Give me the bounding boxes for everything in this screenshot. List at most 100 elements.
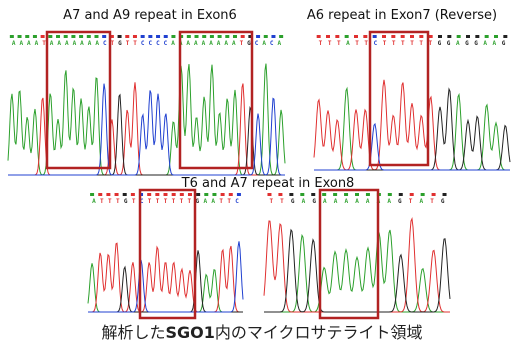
base-calls: AAAATAAAAAAACTGTTCCCCAAAAAAAAATGCACA: [12, 40, 282, 47]
quality-marker: [212, 193, 216, 196]
quality-marker: [187, 35, 191, 38]
quality-marker: [195, 35, 199, 38]
quality-marker: [210, 35, 214, 38]
quality-marker: [237, 193, 241, 196]
quality-marker: [180, 193, 184, 196]
trace-a: [314, 89, 510, 171]
quality-marker: [141, 35, 145, 38]
quality-marker: [196, 193, 200, 196]
quality-marker: [225, 35, 229, 38]
quality-marker: [399, 193, 403, 196]
quality-marker: [10, 35, 14, 38]
quality-marker: [147, 193, 151, 196]
quality-marker: [317, 35, 321, 38]
quality-marker: [344, 193, 348, 196]
quality-marker: [18, 35, 22, 38]
quality-marker: [87, 35, 91, 38]
quality-marker: [204, 193, 208, 196]
quality-marker: [366, 193, 370, 196]
quality-marker: [494, 35, 498, 38]
highlight-box: [140, 190, 195, 318]
quality-marker: [102, 35, 106, 38]
quality-marker: [79, 35, 83, 38]
quality-marker: [373, 35, 377, 38]
quality-marker: [56, 35, 60, 38]
quality-marker: [345, 35, 349, 38]
quality-marker: [382, 35, 386, 38]
trace-t: [314, 80, 510, 170]
quality-marker: [125, 35, 129, 38]
quality-marker: [64, 35, 68, 38]
quality-marker: [410, 193, 414, 196]
quality-marker: [233, 35, 237, 38]
quality-marker: [503, 35, 507, 38]
quality-marker: [335, 35, 339, 38]
quality-marker: [98, 193, 102, 196]
quality-marker: [388, 193, 392, 196]
quality-marker: [432, 193, 436, 196]
quality-marker: [438, 35, 442, 38]
quality-marker: [419, 35, 423, 38]
quality-marker: [148, 35, 152, 38]
quality-marker: [267, 193, 271, 196]
quality-marker: [164, 193, 168, 196]
quality-marker: [171, 35, 175, 38]
quality-marker: [271, 35, 275, 38]
quality-marker: [155, 193, 159, 196]
quality-marker: [106, 193, 110, 196]
quality-marker: [71, 35, 75, 38]
quality-marker: [131, 193, 135, 196]
quality-marker: [188, 193, 192, 196]
quality-marker: [322, 193, 326, 196]
quality-marker: [466, 35, 470, 38]
caption: 解析したSGO1内のマイクロサテライト領域: [101, 323, 422, 342]
quality-marker: [391, 35, 395, 38]
quality-marker: [300, 193, 304, 196]
quality-marker: [289, 193, 293, 196]
quality-marker: [363, 35, 367, 38]
quality-marker: [118, 35, 122, 38]
trace-a: [264, 230, 450, 312]
quality-marker: [241, 35, 245, 38]
quality-marker: [279, 35, 283, 38]
panel-title: A6 repeat in Exon7 (Reverse): [307, 8, 497, 23]
quality-marker: [202, 35, 206, 38]
quality-marker: [311, 193, 315, 196]
quality-marker: [229, 193, 233, 196]
quality-marker: [48, 35, 52, 38]
trace-a: [8, 64, 285, 175]
quality-marker: [457, 35, 461, 38]
quality-marker: [475, 35, 479, 38]
quality-marker: [355, 193, 359, 196]
quality-marker: [278, 193, 282, 196]
quality-marker: [164, 35, 168, 38]
quality-marker: [115, 193, 119, 196]
highlight-box: [370, 32, 428, 165]
figure: A7 and A9 repeat in Exon6 A6 repeat in E…: [0, 0, 517, 348]
caption-text: 解析した: [101, 323, 165, 342]
panel-title: A7 and A9 repeat in Exon6: [63, 8, 237, 23]
quality-marker: [25, 35, 29, 38]
quality-marker: [429, 35, 433, 38]
quality-marker: [421, 193, 425, 196]
quality-marker: [156, 35, 160, 38]
quality-marker: [123, 193, 127, 196]
quality-marker: [221, 193, 225, 196]
quality-marker: [447, 35, 451, 38]
quality-marker: [172, 193, 176, 196]
quality-marker: [33, 35, 37, 38]
caption-text: 内のマイクロサテライト領域: [215, 323, 423, 342]
quality-marker: [410, 35, 414, 38]
quality-marker: [218, 35, 222, 38]
quality-marker: [326, 35, 330, 38]
quality-marker: [401, 35, 405, 38]
quality-marker: [256, 35, 260, 38]
quality-marker: [333, 193, 337, 196]
quality-marker: [354, 35, 358, 38]
quality-marker: [485, 35, 489, 38]
caption-text: SGO1: [165, 323, 214, 342]
trace-t: [88, 243, 243, 312]
quality-marker: [264, 35, 268, 38]
